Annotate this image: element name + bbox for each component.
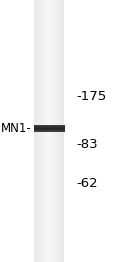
- Bar: [34, 0, 35, 262]
- Bar: [34, 131, 65, 132]
- Bar: [53, 0, 54, 262]
- Bar: [37, 0, 38, 262]
- Bar: [61, 0, 62, 262]
- Bar: [40, 0, 41, 262]
- Bar: [63, 0, 64, 262]
- Bar: [46, 0, 47, 262]
- Bar: [49, 0, 50, 262]
- Bar: [43, 0, 44, 262]
- Bar: [60, 0, 61, 262]
- Text: -83: -83: [76, 138, 98, 151]
- Text: -62: -62: [76, 177, 98, 190]
- Bar: [34, 129, 65, 130]
- Bar: [56, 0, 57, 262]
- Bar: [54, 0, 55, 262]
- Text: MN1-: MN1-: [1, 122, 32, 135]
- Text: -175: -175: [76, 90, 106, 103]
- Bar: [51, 0, 52, 262]
- Bar: [44, 0, 45, 262]
- Bar: [39, 0, 40, 262]
- Bar: [35, 0, 36, 262]
- Bar: [45, 0, 46, 262]
- Bar: [52, 0, 53, 262]
- Bar: [34, 130, 65, 131]
- Bar: [38, 0, 39, 262]
- Bar: [34, 128, 65, 129]
- Bar: [34, 125, 65, 126]
- Bar: [48, 0, 49, 262]
- Bar: [34, 127, 65, 128]
- Bar: [50, 0, 51, 262]
- Bar: [47, 0, 48, 262]
- Bar: [36, 0, 37, 262]
- Bar: [42, 0, 43, 262]
- Bar: [41, 0, 42, 262]
- Bar: [62, 0, 63, 262]
- Bar: [58, 0, 59, 262]
- Bar: [55, 0, 56, 262]
- Bar: [57, 0, 58, 262]
- Bar: [59, 0, 60, 262]
- Bar: [34, 126, 65, 127]
